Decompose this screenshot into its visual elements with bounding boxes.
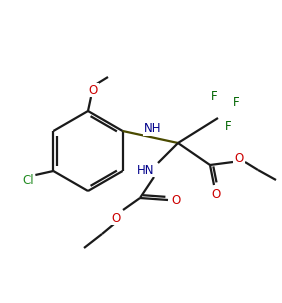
Text: NH: NH	[144, 122, 161, 135]
Text: O: O	[111, 211, 121, 225]
Text: O: O	[234, 152, 244, 165]
Text: F: F	[211, 89, 217, 102]
Text: F: F	[233, 95, 239, 108]
Text: O: O	[88, 84, 98, 96]
Text: O: O	[171, 194, 181, 207]
Text: HN: HN	[137, 164, 155, 177]
Text: O: O	[212, 188, 221, 201]
Text: Cl: Cl	[23, 174, 34, 187]
Text: F: F	[225, 119, 231, 132]
